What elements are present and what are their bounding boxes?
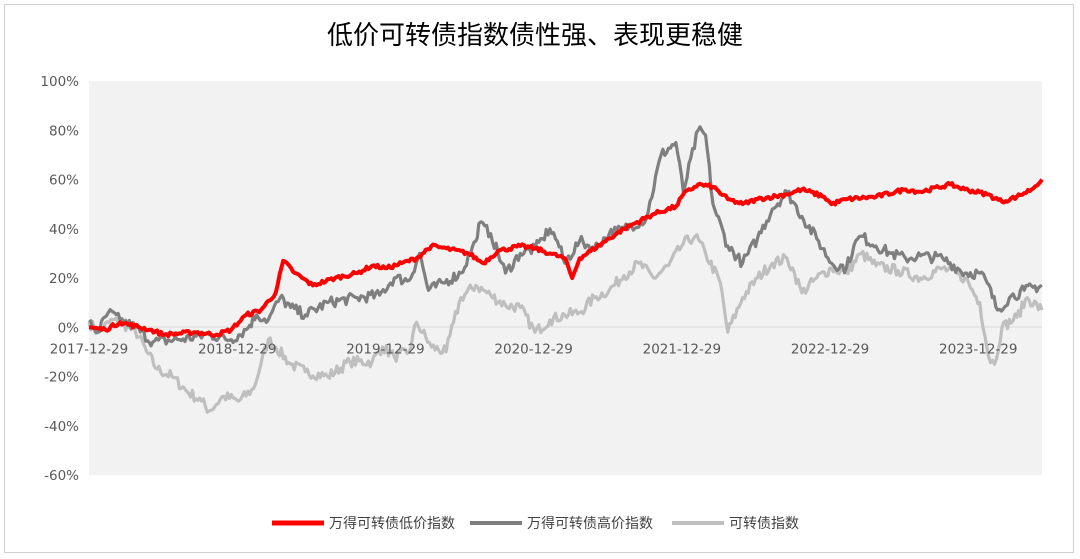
x-tick-label: 2018-12-29 [198,341,276,357]
x-tick-label: 2019-12-29 [346,341,424,357]
x-tick-label: 2020-12-29 [494,341,572,357]
legend-label: 万得可转债低价指数 [329,515,455,532]
y-tick-label: 0% [58,320,80,336]
y-tick-label: -40% [44,419,79,435]
y-tick-label: -20% [44,370,79,386]
x-axis: 2017-12-29 2018-12-29 2019-12-29 2020-12-29… [50,341,1018,357]
x-tick-label: 2021-12-29 [643,341,721,357]
y-tick-label: 100% [40,74,79,90]
legend: 万得可转债低价指数 万得可转债高价指数 可转债指数 [272,515,799,532]
x-tick-label: 2017-12-29 [50,341,128,357]
series-line-0 [88,178,1044,339]
x-tick-label: 2023-12-29 [939,341,1017,357]
y-tick-label: 40% [49,222,79,238]
x-tick-label: 2022-12-29 [791,341,869,357]
series-line-1 [87,125,1043,348]
y-axis: 100% 80% 60% 40% 20% 0% -20% -40% -60% [40,74,79,484]
legend-label: 可转债指数 [729,516,799,532]
chart-title: 低价可转债指数债性强、表现更稳健 [327,21,743,51]
y-tick-label: -60% [44,468,79,484]
y-tick-label: 20% [49,271,79,287]
y-tick-label: 60% [49,173,79,189]
legend-label: 万得可转债高价指数 [527,515,653,532]
series-layer [87,125,1044,414]
series-line-2 [87,233,1044,414]
plot-area [89,81,1042,475]
y-tick-label: 80% [49,123,79,139]
